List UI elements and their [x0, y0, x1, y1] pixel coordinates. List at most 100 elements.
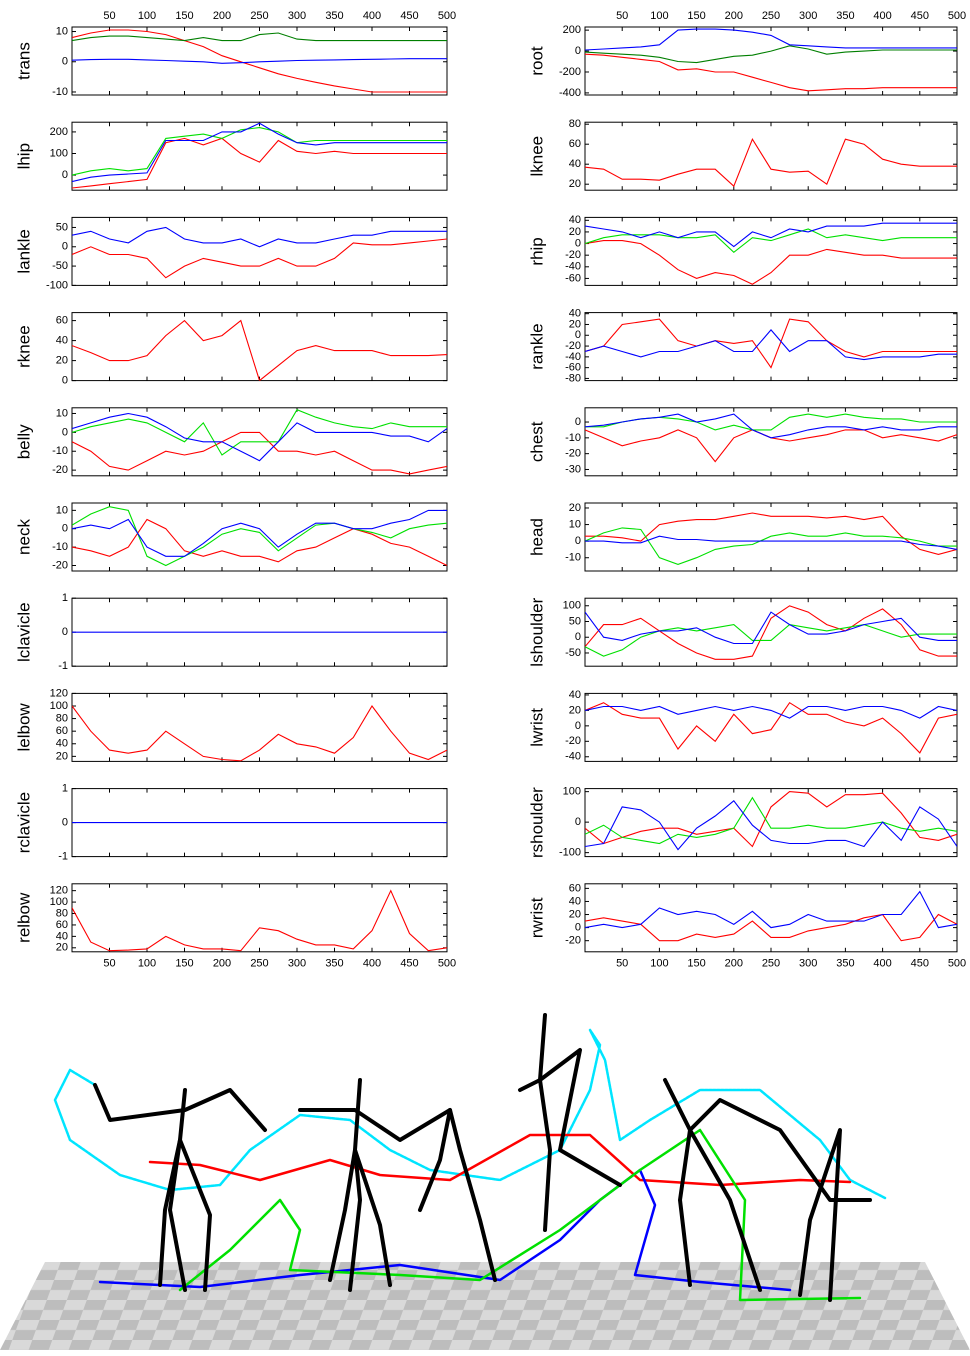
series-line	[72, 238, 447, 279]
series-line	[72, 58, 447, 64]
x-tick-label: 350	[325, 958, 343, 970]
x-tick-label: 100	[650, 10, 668, 22]
y-tick-label: 0	[575, 631, 581, 643]
y-tick-label: -1	[58, 851, 68, 863]
series-line	[72, 29, 447, 93]
series-line	[585, 45, 957, 64]
y-tick-label: -40	[565, 261, 581, 273]
green-path	[178, 1128, 862, 1302]
series-line	[72, 226, 447, 248]
panel: -50 0 50 100 lshoulder	[527, 597, 958, 667]
y-axis-label: relbow	[14, 892, 33, 943]
series-line	[72, 122, 447, 183]
limb	[418, 1108, 497, 1282]
panel: 50 100 150 200 250 300 350 400 450 50020406080100…	[14, 883, 456, 970]
limb	[158, 1138, 212, 1292]
x-tick-label: 500	[948, 10, 966, 22]
plot-area	[71, 312, 448, 382]
y-tick-label: -50	[52, 260, 68, 272]
x-tick-label: 150	[175, 10, 193, 22]
y-tick-label: 20	[569, 226, 581, 238]
y-tick-label: -20	[565, 935, 581, 947]
x-tick-label: 50	[616, 958, 628, 970]
y-tick-label: 100	[563, 786, 581, 798]
series-line	[72, 889, 447, 952]
plot-area	[584, 883, 958, 953]
series-line	[72, 509, 447, 557]
y-tick-label: 0	[62, 56, 68, 68]
y-tick-label: 60	[56, 315, 68, 327]
panel: -100 -50 0 50 lankle	[14, 216, 448, 291]
y-tick-label: 100	[50, 896, 68, 908]
series-line	[585, 527, 957, 565]
cyan-path	[53, 1028, 887, 1200]
x-tick-label: 300	[288, 958, 306, 970]
y-tick-label: -40	[565, 751, 581, 763]
plot-area	[584, 121, 958, 191]
y-tick-label: 80	[56, 907, 68, 919]
y-tick-label: 60	[56, 725, 68, 737]
series-line	[585, 535, 957, 550]
skeletons	[93, 1013, 872, 1302]
motion-render	[0, 1013, 970, 1350]
plot-area	[71, 883, 448, 953]
y-tick-label: -400	[559, 87, 581, 99]
y-tick-label: 20	[569, 704, 581, 716]
y-tick-label: 200	[563, 24, 581, 36]
y-axis-label: lclavicle	[14, 602, 33, 662]
x-tick-label: 350	[836, 958, 854, 970]
y-tick-label: -80	[565, 372, 581, 384]
red-path	[148, 1133, 852, 1187]
y-tick-label: -60	[565, 362, 581, 374]
y-tick-label: -10	[565, 432, 581, 444]
x-tick-label: 400	[873, 958, 891, 970]
limb	[538, 1013, 552, 1232]
y-tick-label: -1	[58, 660, 68, 672]
y-tick-label: 50	[56, 221, 68, 233]
y-axis-label: belly	[14, 424, 33, 459]
y-tick-label: -20	[565, 735, 581, 747]
panel: -10 0 10 20 head	[527, 502, 958, 572]
series-line	[585, 512, 957, 555]
y-tick-label: 1	[62, 592, 68, 604]
series-line	[585, 222, 957, 248]
series-line	[585, 796, 957, 845]
plot-area	[584, 692, 958, 762]
x-tick-label: 150	[175, 958, 193, 970]
plot-area	[584, 312, 958, 382]
plot-area	[584, 502, 958, 572]
plot-area	[584, 407, 958, 477]
y-tick-label: -20	[52, 559, 68, 571]
y-tick-label: 0	[575, 535, 581, 547]
series-line	[585, 800, 957, 851]
series-line	[585, 611, 957, 645]
limb	[298, 1108, 452, 1142]
y-tick-label: 80	[569, 118, 581, 130]
y-tick-label: 40	[569, 308, 581, 320]
y-tick-label: 20	[56, 355, 68, 367]
limb	[688, 1098, 872, 1292]
panel: 50 100 150 200 250 300 350 400 450 500 -10 0 10 trans	[14, 10, 456, 98]
y-tick-label: 100	[563, 600, 581, 612]
x-tick-label: 450	[400, 10, 418, 22]
series-line	[585, 890, 957, 929]
limb	[518, 1048, 622, 1187]
x-tick-label: 100	[650, 958, 668, 970]
limb	[328, 1148, 392, 1287]
y-tick-label: -100	[46, 279, 68, 291]
y-tick-label: 0	[575, 416, 581, 428]
y-tick-label: 0	[575, 816, 581, 828]
y-axis-label: rshoulder	[527, 787, 546, 858]
y-tick-label: 0	[62, 817, 68, 829]
y-tick-label: 0	[62, 169, 68, 181]
x-tick-label: 250	[762, 958, 780, 970]
panel: -1 0 1 rclavicle	[14, 783, 448, 863]
panel: 20 40 60 80 lknee	[527, 118, 958, 191]
y-tick-label: 0	[62, 375, 68, 387]
x-tick-label: 350	[836, 10, 854, 22]
y-tick-label: 0	[62, 523, 68, 535]
panel: -1 0 1 lclavicle	[14, 592, 448, 672]
y-tick-label: -40	[565, 351, 581, 363]
